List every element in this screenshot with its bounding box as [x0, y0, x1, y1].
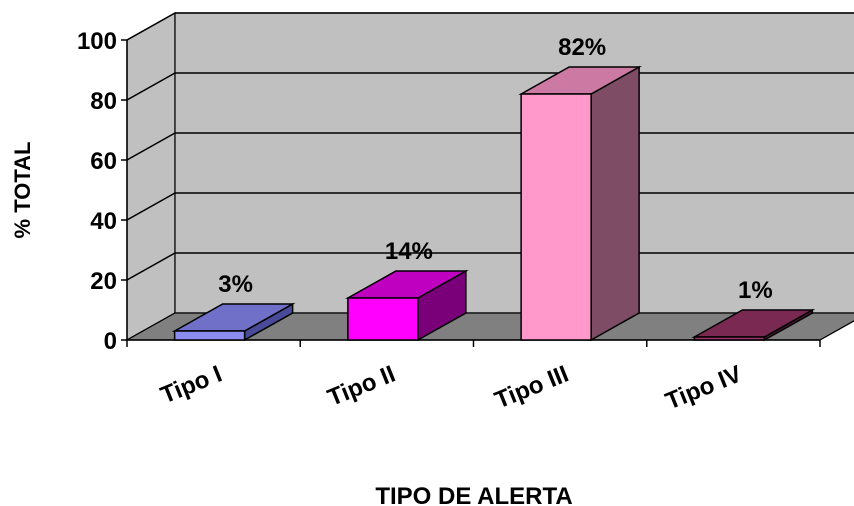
bars: [171, 65, 816, 342]
y-tick-label: 0: [104, 328, 117, 355]
data-label: 82%: [558, 34, 606, 61]
y-tick-label: 40: [90, 208, 117, 235]
side-wall: [126, 11, 176, 342]
bar-side: [590, 65, 640, 342]
bar-front: [693, 336, 766, 341]
x-tick-label: Tipo II: [324, 361, 399, 412]
bar-3: [518, 65, 642, 342]
gridline-diag: [126, 12, 176, 41]
y-tick-label: 80: [90, 88, 117, 115]
x-axis-title: TIPO DE ALERTA: [375, 483, 572, 506]
bar-front: [520, 93, 592, 341]
back-wall: [174, 12, 854, 314]
bar-4: [691, 308, 816, 342]
bar-front: [173, 330, 246, 341]
bar-2: [345, 269, 469, 342]
gridline-diag: [126, 192, 176, 221]
data-label: 3%: [218, 271, 253, 298]
bar-front: [347, 297, 419, 341]
gridline-diag: [126, 132, 176, 161]
y-tick-label: 20: [90, 268, 117, 295]
x-tick-label: Tipo I: [157, 361, 226, 410]
data-label: 14%: [385, 238, 433, 265]
x-tick-label: Tipo III: [491, 361, 572, 415]
y-tick-label: 100: [77, 28, 117, 55]
x-tick-label: Tipo IV: [662, 361, 746, 416]
data-label: 1%: [738, 277, 773, 304]
y-axis-title: % TOTAL: [10, 142, 35, 239]
bar-1: [171, 302, 296, 342]
y-tick-label: 60: [90, 148, 117, 175]
gridline-diag: [126, 72, 176, 101]
gridline-diag: [126, 252, 176, 281]
chart-walls: [124, 11, 854, 342]
